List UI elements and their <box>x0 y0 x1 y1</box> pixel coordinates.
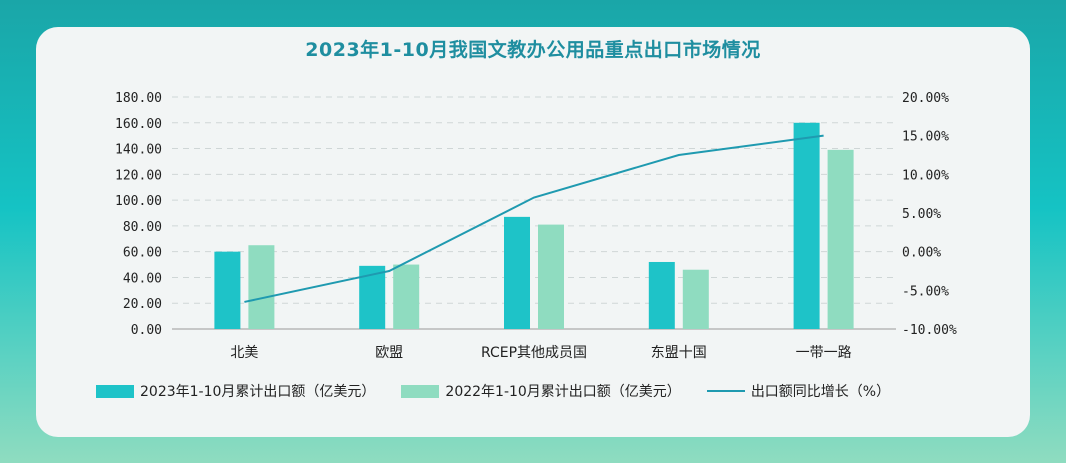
y-left-tick-label: 20.00 <box>123 297 162 312</box>
legend-item-growth: 出口额同比增长（%） <box>706 381 891 401</box>
legend-swatch-2023 <box>96 384 134 398</box>
legend-label-2022: 2022年1-10月累计出口额（亿美元） <box>445 384 681 400</box>
bar-2023 <box>793 122 820 330</box>
y-left-tick-label: 180.00 <box>115 91 162 106</box>
legend-item-2022: 2022年1-10月累计出口额（亿美元） <box>401 381 681 401</box>
legend-label-2023: 2023年1-10月累计出口额（亿美元） <box>140 384 376 400</box>
bar-2022 <box>827 149 854 329</box>
y-right-tick-label: 0.00% <box>902 246 941 261</box>
y-left-tick-label: 160.00 <box>115 117 162 132</box>
bar-2023 <box>648 261 675 329</box>
y-right-tick-label: -10.00% <box>902 323 957 338</box>
legend-swatch-2022 <box>401 384 440 398</box>
y-left-tick-label: 80.00 <box>123 220 162 235</box>
x-tick-label: 北美 <box>230 345 258 361</box>
y-right-tick-label: 15.00% <box>902 130 949 145</box>
growth-line <box>244 134 824 303</box>
legend-label-growth: 出口额同比增长（%） <box>750 384 891 400</box>
x-tick-label: 欧盟 <box>375 345 403 361</box>
chart-title: 2023年1-10月我国文教办公用品重点出口市场情况 <box>305 39 761 61</box>
y-left-tick-label: 140.00 <box>115 143 162 158</box>
bar-2022 <box>682 269 709 329</box>
chart-legend: 2023年1-10月累计出口额（亿美元） 2022年1-10月累计出口额（亿美元… <box>96 380 996 402</box>
y-right-tick-label: 20.00% <box>902 91 949 106</box>
bar-2023 <box>504 216 530 329</box>
y-left-tick-label: 120.00 <box>115 168 162 183</box>
y-left-tick-label: 100.00 <box>115 194 162 209</box>
legend-item-2023: 2023年1-10月累计出口额（亿美元） <box>96 381 375 401</box>
chart-card: 2023年1-10月我国文教办公用品重点出口市场情况 0.00 20.00 40.0… <box>36 27 1030 437</box>
bar-2023 <box>214 251 241 329</box>
y-left-tick-label: 40.00 <box>123 271 162 286</box>
y-right-tick-label: -5.00% <box>902 284 949 299</box>
bar-2022 <box>393 264 420 329</box>
chart-plot: 0.00 20.00 40.00 60.00 80.00 100.00 120.00 140.… <box>115 91 957 361</box>
y-left-tick-label: 0.00 <box>131 323 162 338</box>
y-right-tick-label: 5.00% <box>902 207 941 222</box>
x-tick-label: 东盟十国 <box>651 345 707 361</box>
y-right-tick-label: 10.00% <box>902 168 949 183</box>
bar-2022 <box>538 224 564 329</box>
x-tick-label: RCEP其他成员国 <box>481 345 587 361</box>
x-tick-label: 一带一路 <box>796 345 852 361</box>
legend-swatch-growth <box>706 390 745 392</box>
bar-2022 <box>248 245 275 329</box>
y-left-tick-label: 60.00 <box>123 246 162 261</box>
